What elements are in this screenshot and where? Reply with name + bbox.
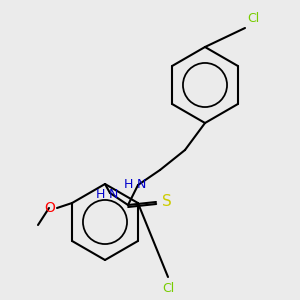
Text: N: N: [108, 188, 118, 200]
Text: H: H: [96, 188, 105, 200]
Text: N: N: [136, 178, 146, 191]
Text: Cl: Cl: [162, 282, 174, 295]
Text: S: S: [162, 194, 172, 209]
Text: O: O: [44, 201, 55, 215]
Text: H: H: [124, 178, 133, 191]
Text: Cl: Cl: [247, 12, 259, 25]
